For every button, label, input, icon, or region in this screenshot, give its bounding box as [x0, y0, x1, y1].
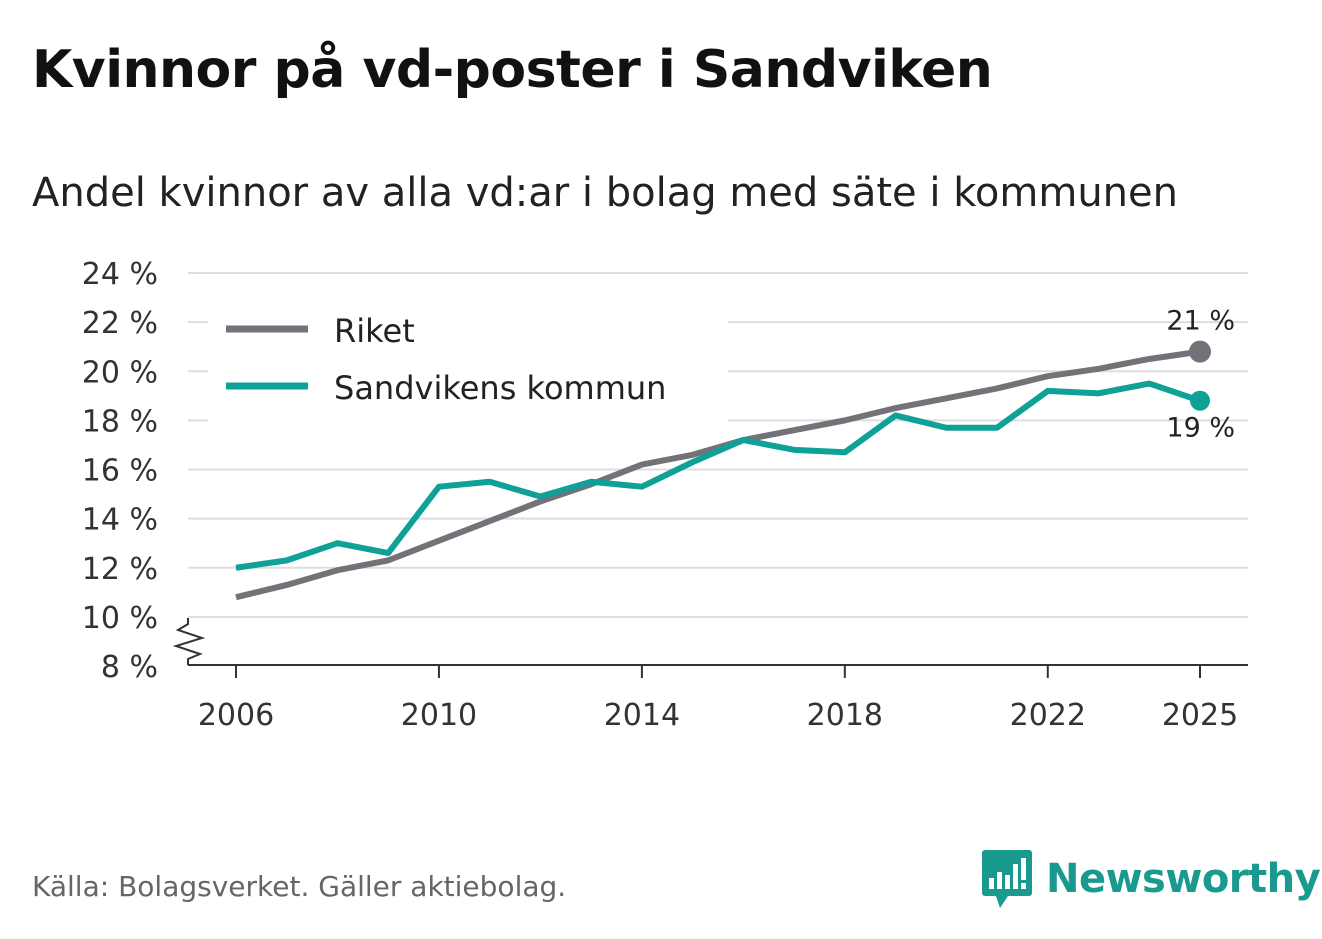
y-tick-label: 24 %: [82, 257, 158, 292]
x-tick-label: 2018: [807, 698, 883, 733]
y-tick-label: 18 %: [82, 404, 158, 439]
chart-title: Kvinnor på vd-poster i Sandviken: [32, 40, 993, 100]
end-point-riket: [1189, 340, 1211, 363]
brand-logo: Newsworthy: [982, 850, 1321, 908]
legend: Riket Sandvikens kommun: [208, 296, 728, 422]
end-label-sandviken: 19 %: [1166, 413, 1235, 444]
series-line-riket: [235, 348, 1201, 601]
series-lines: [235, 348, 1201, 601]
end-label-riket: 21 %: [1166, 306, 1235, 337]
legend-background: [208, 296, 728, 422]
source-note: Källa: Bolagsverket. Gäller aktiebolag.: [32, 870, 567, 903]
end-point-sandviken: [1190, 390, 1210, 411]
x-tick-label: 2010: [401, 698, 477, 733]
x-axis: 2006 2010 2014 2018 2022 2025: [188, 664, 1248, 733]
newsworthy-icon: [982, 850, 1032, 908]
y-tick-label: 12 %: [82, 552, 158, 587]
x-tick-label: 2022: [1010, 698, 1086, 733]
legend-label-sandviken: Sandvikens kommun: [334, 369, 666, 407]
y-tick-label: 8 %: [101, 650, 158, 685]
chart-subtitle: Andel kvinnor av alla vd:ar i bolag med …: [32, 170, 1178, 216]
x-tick-label: 2006: [198, 698, 274, 733]
x-tick-label: 2025: [1162, 698, 1238, 733]
legend-label-riket: Riket: [334, 312, 415, 350]
y-tick-label: 20 %: [82, 355, 158, 390]
y-tick-label: 22 %: [82, 306, 158, 341]
axis-break-icon: [172, 618, 206, 665]
x-tick-label: 2014: [604, 698, 680, 733]
y-tick-label: 10 %: [82, 601, 158, 636]
series-line-sandviken: [235, 380, 1201, 571]
y-tick-label: 14 %: [82, 503, 158, 538]
y-axis-labels: 8 % 10 % 12 % 14 % 16 % 18 % 20 % 22 % 24 %: [82, 257, 206, 685]
brand-name: Newsworthy: [1046, 856, 1321, 902]
y-tick-label: 16 %: [82, 454, 158, 489]
end-labels: 21 % 19 %: [1166, 306, 1235, 444]
